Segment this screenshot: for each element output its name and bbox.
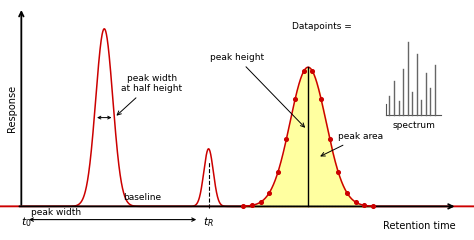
Text: peak height: peak height: [210, 53, 304, 127]
Point: [239, 204, 247, 208]
Point: [326, 137, 334, 141]
Point: [309, 69, 316, 73]
Point: [248, 204, 255, 207]
Text: $t_R$: $t_R$: [203, 216, 214, 229]
Point: [335, 171, 342, 174]
Point: [317, 97, 325, 101]
Text: peak width
at half height: peak width at half height: [117, 74, 182, 115]
Text: peak width: peak width: [31, 208, 81, 217]
Text: Response: Response: [7, 84, 17, 132]
Point: [274, 171, 282, 174]
Point: [292, 97, 299, 101]
Point: [257, 200, 264, 204]
Text: spectrum: spectrum: [392, 121, 435, 130]
Point: [369, 204, 377, 208]
Text: baseline: baseline: [123, 193, 161, 202]
Text: peak area: peak area: [321, 132, 383, 156]
Text: Retention time: Retention time: [383, 221, 456, 231]
Point: [283, 137, 290, 141]
Point: [265, 191, 273, 195]
Point: [352, 200, 359, 204]
Text: $t_0$: $t_0$: [21, 216, 31, 229]
Point: [361, 204, 368, 207]
Point: [343, 191, 351, 195]
Point: [300, 69, 308, 73]
Text: Datapoints =: Datapoints =: [292, 22, 351, 31]
